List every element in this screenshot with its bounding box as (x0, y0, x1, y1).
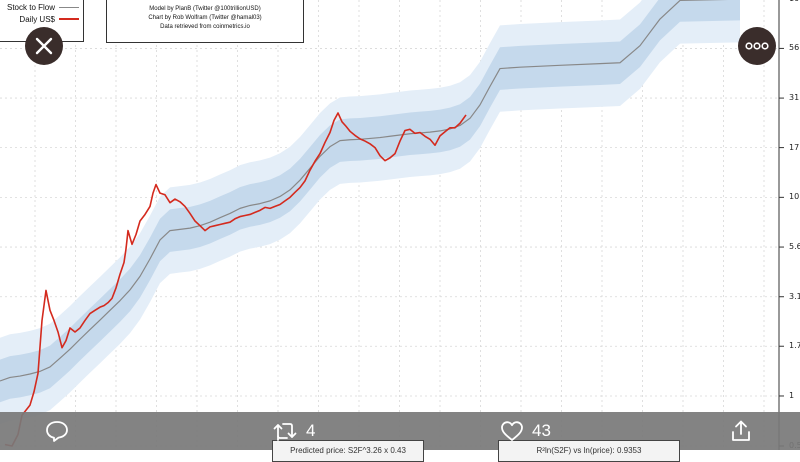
retweet-count: 4 (306, 421, 316, 440)
more-options-button[interactable] (738, 27, 776, 65)
deviation-bands (0, 0, 740, 425)
outer-band (0, 0, 740, 425)
credit-line: Chart by Rob Wolfram (Twitter @hamal03) (148, 15, 262, 21)
chart-grid (0, 0, 779, 450)
close-button[interactable] (25, 27, 63, 65)
y-tick-label: 1 (789, 390, 795, 400)
close-icon (35, 37, 53, 55)
share-icon (732, 420, 750, 441)
legend-swatch (59, 6, 79, 8)
legend-swatch (59, 18, 79, 20)
reply-icon (46, 421, 68, 442)
y-tick-label: 1.78 (789, 341, 800, 351)
stock-to-flow-chart (0, 0, 784, 450)
legend-label: Daily US$ (19, 14, 55, 24)
legend-item-daily-usd: Daily US$ (19, 14, 79, 24)
retweet-button[interactable]: 4 (272, 412, 315, 450)
y-tick-label: 100 (789, 0, 800, 3)
credit-line: Data retrieved from coinmetrics.io (160, 24, 250, 30)
y-tick-label: 5.62 (789, 242, 800, 252)
retweet-icon (273, 423, 297, 441)
more-horizontal-icon (745, 42, 769, 50)
credit-line: Model by PlanB (Twitter @100trillionUSD) (149, 6, 261, 12)
y-tick-label: 3.16 (789, 291, 800, 301)
y-tick-label: 31.6 (789, 93, 800, 103)
series-line-stock-to-flow (0, 0, 728, 382)
r-squared-text: R²ln(S2F) vs ln(price): 0.9353 (536, 446, 642, 455)
like-button[interactable]: 43 (500, 412, 551, 450)
series-lines (0, 0, 728, 447)
series-line-daily-usd (4, 112, 467, 447)
y-tick-label: 17.8 (789, 142, 800, 152)
y-tick-label: 56.2 (789, 43, 800, 53)
legend-label: Stock to Flow (6, 2, 55, 12)
reply-button[interactable] (45, 412, 69, 450)
y-tick-label: 10 (789, 192, 800, 202)
heart-icon (501, 421, 523, 441)
chart-credits: Model by PlanB (Twitter @100trillionUSD)… (106, 0, 304, 43)
legend-item-stock-to-flow: Stock to Flow (7, 2, 79, 12)
y-tick-marks (779, 47, 784, 447)
share-button[interactable] (730, 412, 752, 450)
tweet-action-bar: Predicted price: S2F^3.26 x 0.43 R²ln(S2… (0, 412, 800, 462)
inner-band (0, 0, 740, 403)
like-count: 43 (532, 421, 551, 440)
